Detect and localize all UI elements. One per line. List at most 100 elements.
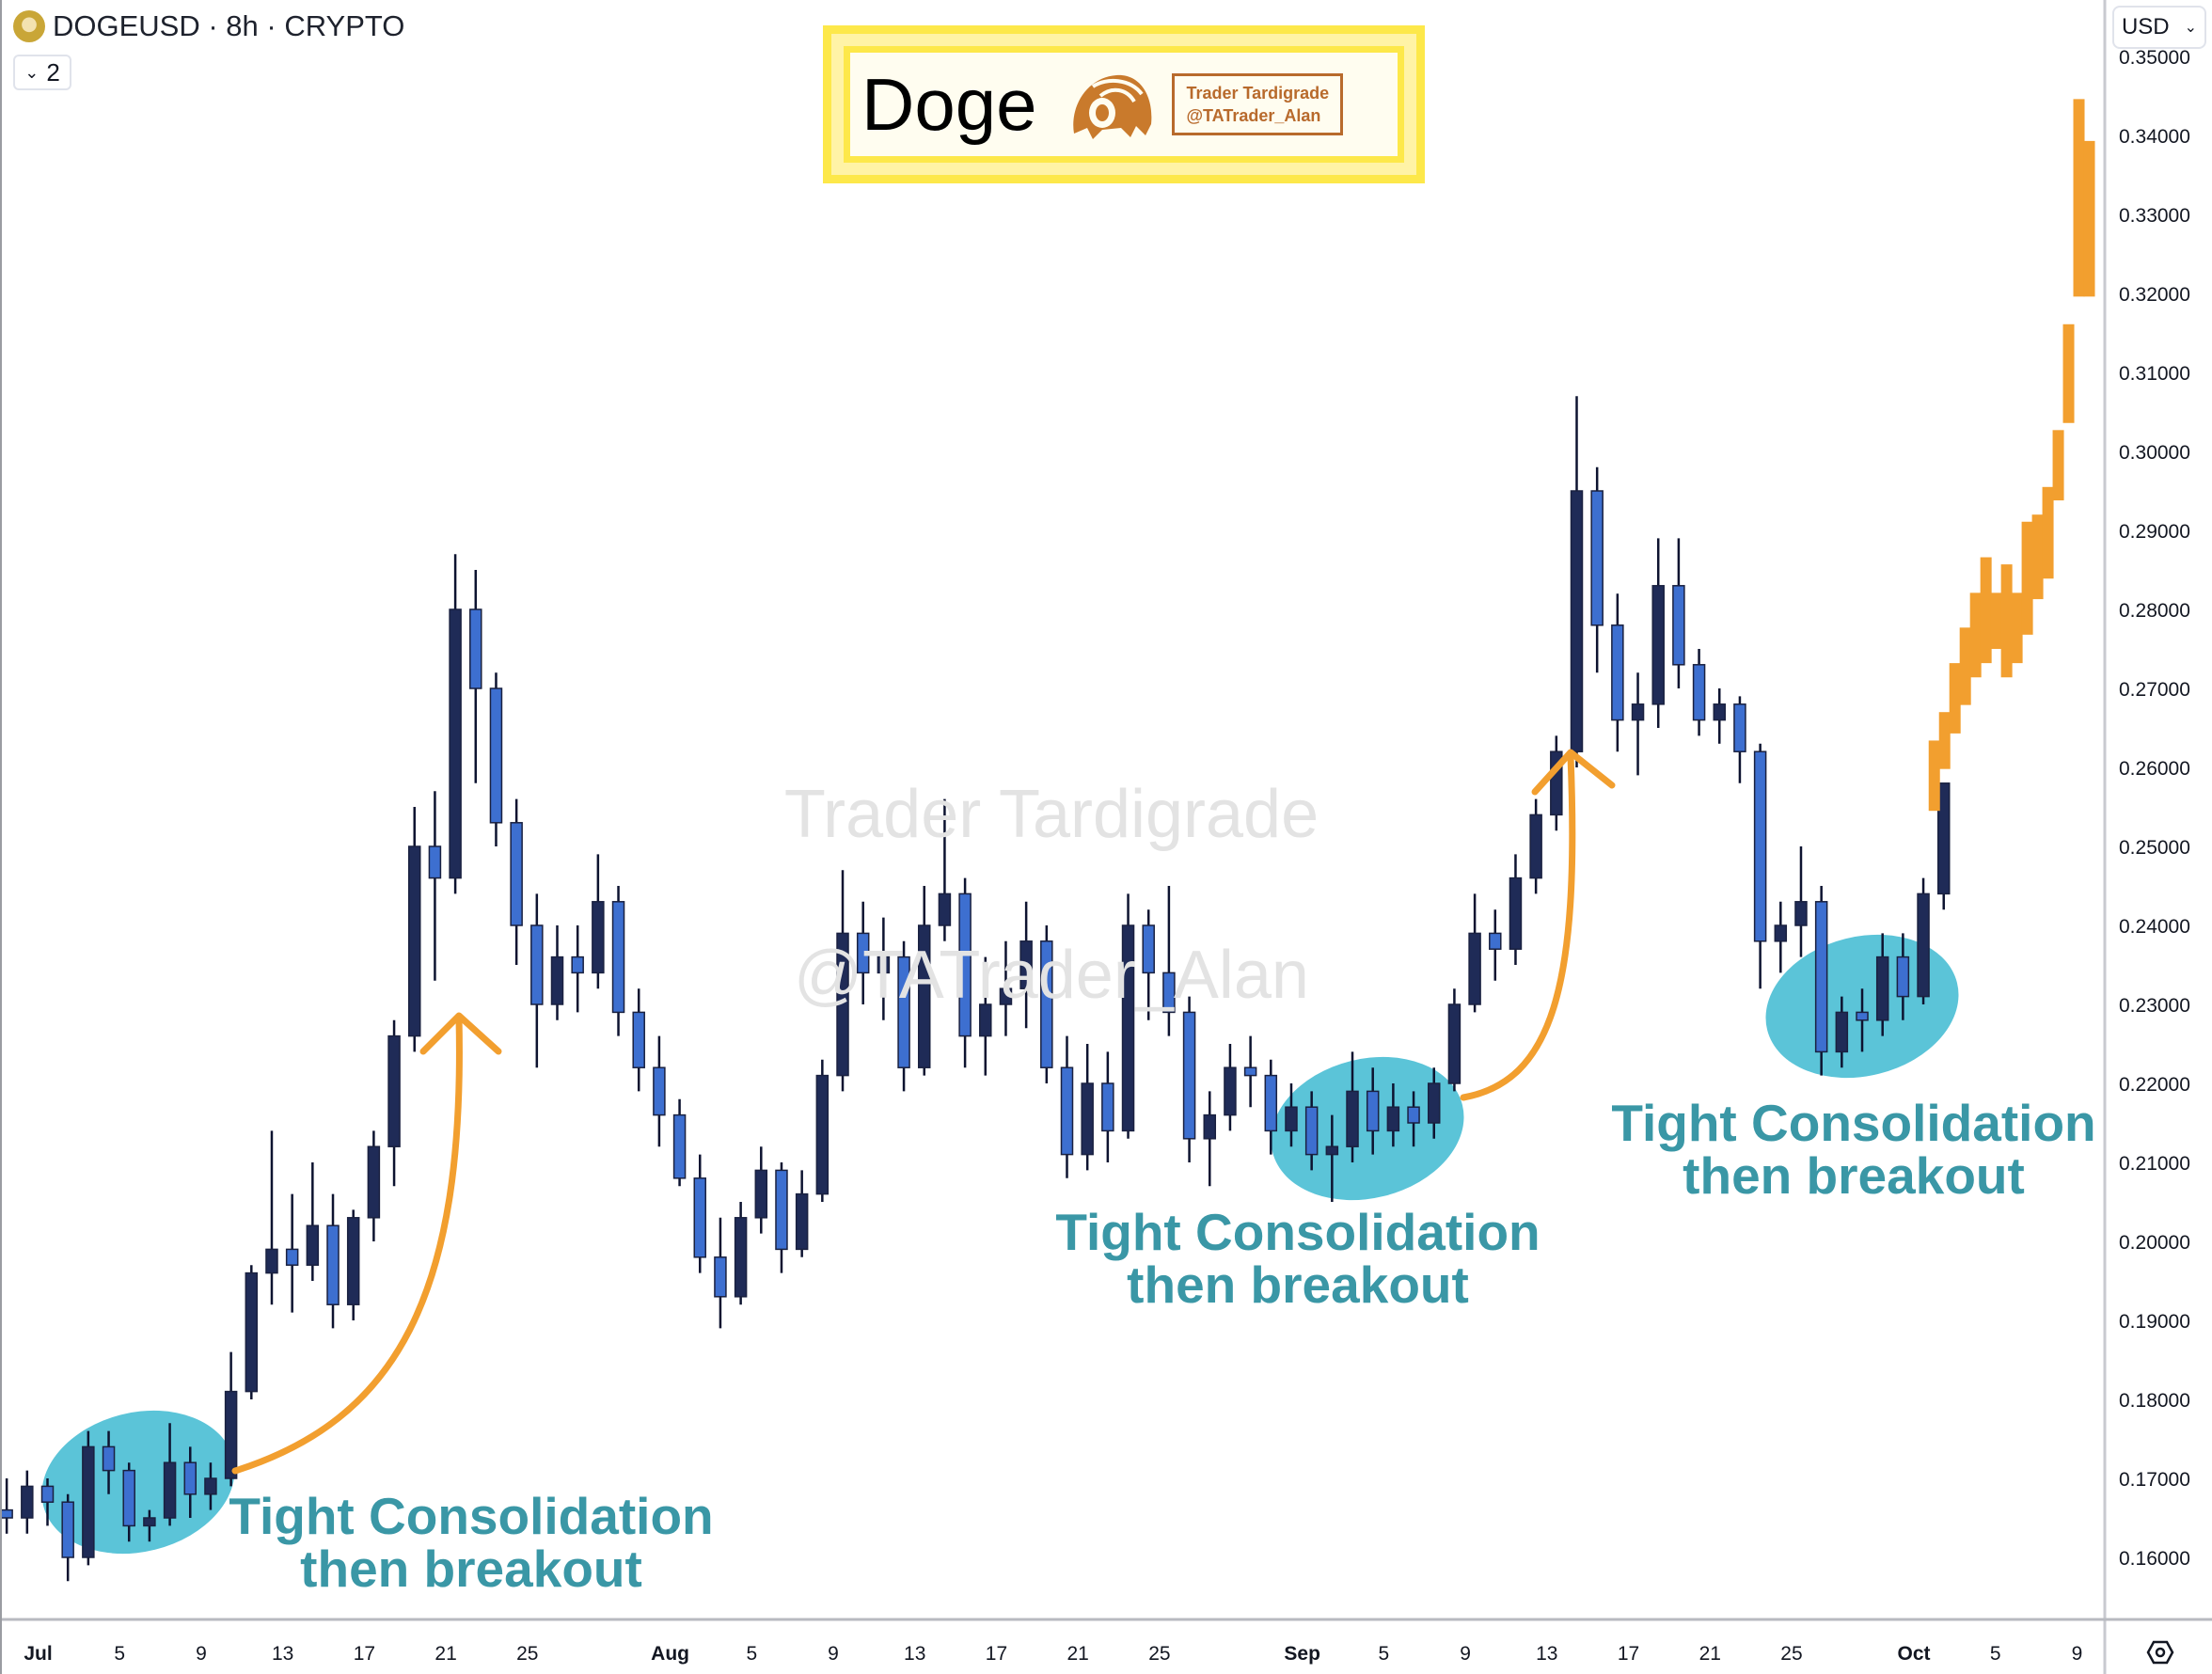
price-tick-label: 0.29000 xyxy=(2119,521,2190,543)
candle-body xyxy=(1060,1066,1074,1156)
breakout-arrow-2 xyxy=(1460,752,1576,1101)
candle xyxy=(1407,1091,1420,1147)
candle-body xyxy=(1529,813,1542,879)
date-tick-label: Jul xyxy=(24,1643,52,1665)
logo-banner: Doge Trader Tardigrade @TATrader_Alan xyxy=(823,25,1425,183)
candle-body xyxy=(1366,1090,1380,1132)
candle xyxy=(611,886,625,1036)
candle xyxy=(183,1446,198,1518)
candle xyxy=(1936,782,1951,910)
candle xyxy=(102,1430,116,1494)
candle xyxy=(754,1146,768,1234)
candle xyxy=(510,798,523,965)
candles xyxy=(0,396,1951,1582)
candle-body xyxy=(1794,901,1808,926)
projection-bars xyxy=(1928,99,2095,812)
candle xyxy=(1162,886,1176,1036)
projection-bar xyxy=(2011,592,2023,664)
annotation-1-line-1: Tight Consolidation xyxy=(229,1487,714,1545)
projection-bar xyxy=(1938,712,1951,769)
price-scale[interactable]: 0.16000 0.17000 0.18000 0.19000 0.20000 0.210… xyxy=(2119,47,2190,1570)
candle-body xyxy=(143,1517,156,1527)
candle-body xyxy=(550,955,564,1005)
candle-body xyxy=(449,608,462,879)
indicators-toggle-button[interactable]: ⌄ 2 xyxy=(13,55,71,90)
logo-title: Doge xyxy=(861,62,1037,146)
annotation-2: Tight Consolidation then breakout xyxy=(1055,1206,1540,1311)
candle xyxy=(1856,988,1869,1052)
candle xyxy=(530,893,544,1068)
candle-body xyxy=(958,892,972,1037)
price-tick-label: 0.21000 xyxy=(2119,1153,2190,1175)
candle-body xyxy=(1101,1082,1114,1132)
candle xyxy=(82,1430,95,1566)
candle xyxy=(856,901,870,1004)
settings-icon[interactable] xyxy=(2146,1640,2174,1665)
candle-body xyxy=(1936,782,1951,895)
candle-body xyxy=(856,932,870,974)
candle-body xyxy=(1346,1090,1359,1147)
candle-body xyxy=(428,845,442,879)
candle-body xyxy=(0,1508,13,1519)
price-tick-label: 0.17000 xyxy=(2119,1469,2190,1491)
price-tick-label: 0.24000 xyxy=(2119,916,2190,938)
candle-body xyxy=(1162,971,1176,1014)
candle-body xyxy=(285,1248,299,1266)
brand-line-2: @TATrader_Alan xyxy=(1186,106,1321,125)
candle-body xyxy=(163,1461,177,1519)
price-tick-label: 0.22000 xyxy=(2119,1074,2190,1096)
candle-body xyxy=(592,901,605,974)
candle-body xyxy=(1407,1106,1420,1124)
annotation-3: Tight Consolidation then breakout xyxy=(1611,1097,2095,1202)
candle xyxy=(795,1170,809,1257)
candle xyxy=(163,1423,177,1526)
candle xyxy=(917,886,931,1076)
candle-body xyxy=(1814,901,1828,1053)
candle xyxy=(469,570,482,783)
date-tick-label: 21 xyxy=(1699,1643,1721,1665)
candle xyxy=(1529,798,1542,894)
date-tick-label: 21 xyxy=(1067,1643,1089,1665)
candle xyxy=(1570,396,1584,767)
candle xyxy=(306,1162,320,1281)
candle xyxy=(1081,1044,1094,1171)
candle xyxy=(1224,1044,1237,1131)
symbol-title: DOGEUSD · 8h · CRYPTO xyxy=(53,9,405,42)
symbol-header[interactable]: DOGEUSD · 8h · CRYPTO xyxy=(13,9,404,43)
candle xyxy=(653,1035,666,1147)
candle-body xyxy=(938,892,952,926)
candle xyxy=(1346,1051,1359,1162)
candle-body xyxy=(1203,1113,1217,1140)
candle-body xyxy=(183,1461,198,1495)
candle-body xyxy=(21,1485,34,1519)
time-scale[interactable]: Jul 5 9 13 17 21 25 Aug 5 9 13 17 21 25 Sep 5 9 13 17 21 25 O… xyxy=(24,1643,2082,1665)
candle xyxy=(245,1265,259,1399)
candle-body xyxy=(1019,940,1033,989)
candle xyxy=(1304,1091,1319,1171)
candle-body xyxy=(346,1217,360,1305)
projection-bar xyxy=(2021,521,2033,635)
chevron-down-icon: ⌄ xyxy=(2184,20,2197,36)
projection-bar xyxy=(2062,324,2075,423)
candle xyxy=(1182,996,1196,1162)
currency-select[interactable]: USD ⌄ xyxy=(2112,6,2206,49)
candle xyxy=(1142,909,1155,1020)
brand-line-1: Trader Tardigrade xyxy=(1186,84,1330,103)
date-tick-label: 13 xyxy=(1536,1643,1557,1665)
date-tick-label: 5 xyxy=(114,1643,125,1665)
arrow-head-2 xyxy=(1531,749,1616,796)
candle xyxy=(489,672,503,846)
candle-body xyxy=(1447,1003,1462,1084)
candle-body xyxy=(632,1011,645,1068)
date-tick-label: 25 xyxy=(1148,1643,1170,1665)
candle xyxy=(326,1193,340,1329)
candle xyxy=(1896,933,1910,1020)
candle xyxy=(1386,1083,1400,1147)
candle-body xyxy=(1489,932,1502,950)
projection-bar xyxy=(1980,557,1992,664)
candle xyxy=(1101,1051,1114,1162)
projection-bar xyxy=(1949,663,1961,734)
candle xyxy=(1590,466,1604,673)
candle xyxy=(877,917,891,1020)
